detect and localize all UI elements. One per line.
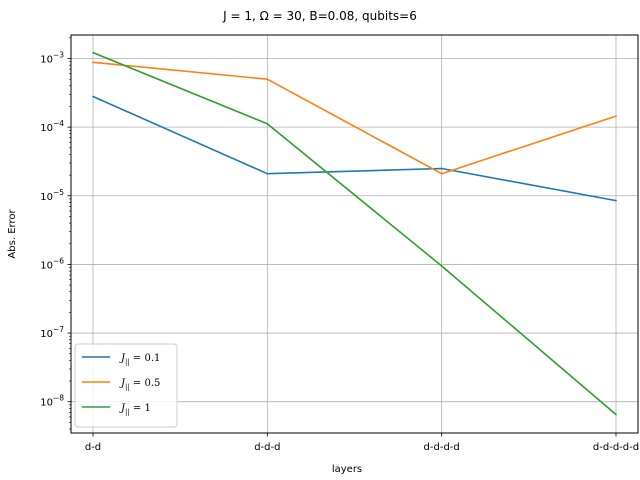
data-point bbox=[440, 167, 443, 170]
legend-label: J|| = 0.1 bbox=[119, 353, 160, 366]
x-axis-label: layers bbox=[332, 464, 362, 475]
y-tick-label: 10−7 bbox=[40, 325, 64, 340]
legend: J|| = 0.1 J|| = 0.5 J|| = 1 bbox=[74, 343, 178, 428]
legend-label: J|| = 0.5 bbox=[119, 378, 160, 391]
data-point bbox=[92, 61, 94, 64]
data-point bbox=[266, 122, 269, 125]
y-tick-label: 10−5 bbox=[40, 188, 64, 203]
data-point bbox=[92, 51, 94, 54]
y-tick-label: 10−3 bbox=[40, 51, 64, 66]
data-point bbox=[440, 172, 443, 175]
series-line bbox=[92, 51, 617, 416]
x-tick-label: d-d-d bbox=[254, 442, 280, 453]
series-lines bbox=[92, 51, 617, 416]
x-tick-label: d-d-d-d-d bbox=[593, 442, 639, 453]
chart-title: J = 1, Ω = 30, B=0.08, qubits=6 bbox=[222, 9, 417, 23]
data-point bbox=[615, 115, 617, 117]
x-tick-label: d-d-d-d bbox=[424, 442, 460, 453]
x-tick-label: d-d bbox=[85, 442, 101, 453]
legend-label: J|| = 1 bbox=[119, 403, 151, 416]
data-point bbox=[615, 199, 617, 202]
data-point bbox=[266, 172, 269, 175]
data-point bbox=[615, 413, 617, 416]
x-axis-ticks: d-d d-d-d d-d-d-d d-d-d-d-d bbox=[85, 433, 639, 453]
series-line bbox=[92, 61, 617, 175]
y-tick-label: 10−6 bbox=[40, 256, 64, 271]
y-tick-label: 10−8 bbox=[40, 394, 64, 409]
y-axis-label: Abs. Error bbox=[7, 209, 18, 259]
data-point bbox=[440, 265, 443, 267]
plot-area bbox=[70, 34, 639, 434]
data-point bbox=[266, 78, 269, 80]
y-axis-ticks: 10−8 10−7 10−6 10−5 10−4 10−3 bbox=[40, 37, 71, 430]
series-line bbox=[92, 95, 617, 202]
y-tick-label: 10−4 bbox=[40, 119, 64, 134]
data-point bbox=[92, 95, 94, 98]
